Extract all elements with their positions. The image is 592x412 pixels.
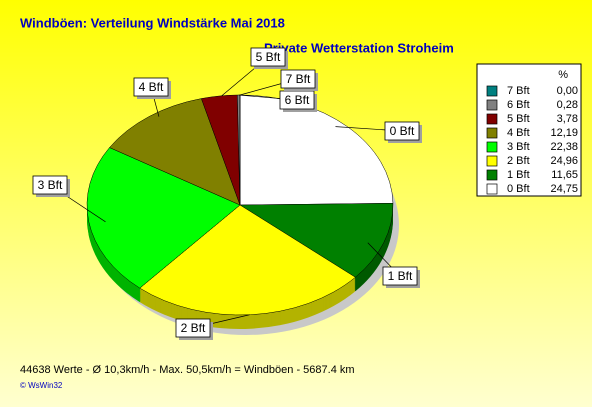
legend-value: 11,65 [551, 169, 578, 181]
pie [86, 94, 399, 335]
legend-label: 7 Bft [507, 85, 530, 97]
legend: 0 Bft 24,75 1 Bft 11,65 2 Bft 24,96 3 Bft 22,38… [486, 85, 578, 195]
legend-label: 3 Bft [507, 141, 530, 153]
label-box [32, 175, 68, 195]
legend-swatch [486, 85, 498, 97]
label-box [382, 266, 418, 286]
copyright: © WsWin32 [20, 381, 63, 390]
legend-swatch [486, 169, 498, 181]
legend-swatch [486, 141, 498, 153]
legend-swatch [486, 183, 498, 195]
slice [86, 147, 241, 289]
legend-label: 1 Bft [507, 169, 530, 181]
slice-label: 0 Bft [390, 124, 415, 138]
slice-label: 5 Bft [256, 50, 281, 64]
slice-label: 1 Bft [388, 269, 413, 283]
legend-label: 5 Bft [507, 113, 530, 125]
legend-label: 4 Bft [507, 127, 530, 139]
chart-title: Windböen: Verteilung Windstärke Mai 2018 [20, 15, 285, 30]
slice [239, 94, 394, 206]
legend-value: 0,28 [557, 99, 578, 111]
slice-labels: 0 Bft 1 Bft 2 Bft 3 Bft 4 Bft 5 Bft 6 Bft 7 Bft [32, 47, 422, 340]
legend-swatch [486, 113, 498, 125]
slice [109, 98, 241, 206]
legend-swatch [486, 99, 498, 111]
slice [139, 204, 356, 316]
slice-label: 3 Bft [38, 178, 63, 192]
legend-swatch [486, 127, 498, 139]
legend-value: 0,00 [557, 85, 578, 97]
legend-header: % [558, 69, 568, 81]
legend-value: 12,19 [550, 127, 578, 139]
label-box [384, 121, 420, 141]
legend-label: 6 Bft [507, 99, 530, 111]
label-box [175, 318, 211, 338]
legend-label: 0 Bft [507, 183, 530, 195]
label-box [250, 47, 286, 67]
label-box [280, 69, 316, 89]
legend-value: 22,38 [550, 141, 578, 153]
slice-label: 7 Bft [286, 72, 311, 86]
label-box [133, 77, 169, 97]
legend-value: 24,96 [550, 155, 578, 167]
legend-value: 24,75 [550, 183, 578, 195]
slice-label: 6 Bft [285, 93, 310, 107]
legend-swatch [486, 155, 498, 167]
slice-label: 2 Bft [181, 321, 206, 335]
footer: 44638 Werte - Ø 10,3km/h - Max. 50,5km/h… [20, 364, 355, 376]
slice [239, 203, 394, 278]
legend-value: 3,78 [557, 113, 578, 125]
legend-label: 2 Bft [507, 155, 530, 167]
chart-subtitle: Private Wetterstation Stroheim [264, 40, 454, 55]
slice-label: 4 Bft [139, 80, 164, 94]
